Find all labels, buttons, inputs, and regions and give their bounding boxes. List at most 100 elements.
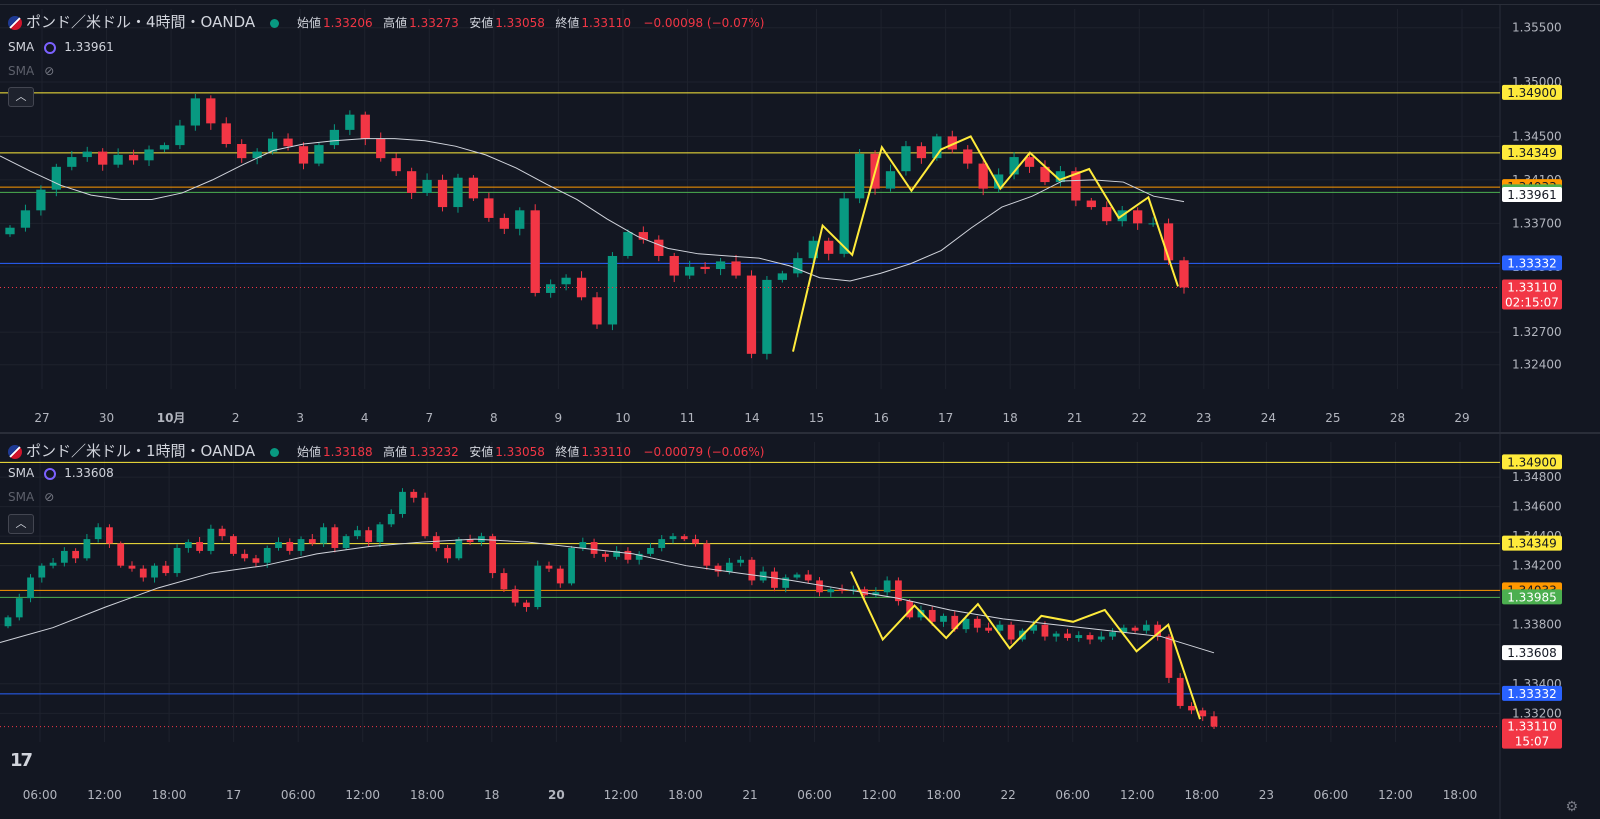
candle-body: [27, 577, 34, 599]
loading-icon: [44, 467, 57, 480]
candle-body: [237, 144, 247, 159]
candle-body: [218, 528, 226, 537]
candle-body: [1030, 624, 1038, 631]
candle-body: [230, 536, 237, 554]
candle-body: [410, 491, 418, 498]
symbol-title[interactable]: ポンド／米ドル・1時間・OANDA: [26, 442, 256, 460]
price-tag-label: 1.33332: [1507, 687, 1557, 701]
candle-body: [601, 553, 609, 557]
candle-body: [1041, 624, 1049, 637]
x-tick-label: 10月: [157, 411, 186, 425]
candle-body: [489, 536, 497, 574]
tradingview-logo[interactable]: 17: [10, 750, 33, 771]
candle-body: [932, 136, 942, 159]
chart-pane-1h[interactable]: 1.348001.346001.344001.342001.338001.334…: [0, 432, 1600, 819]
x-tick-label: 29: [1454, 411, 1469, 425]
low-label: 安値: [469, 16, 494, 30]
candle-body: [872, 592, 880, 596]
candle-body: [1071, 171, 1081, 201]
candle-body: [523, 602, 530, 608]
candle-body: [1188, 705, 1195, 711]
zigzag-line: [792, 135, 1179, 352]
candle-body: [1154, 624, 1162, 637]
candle-body: [1064, 633, 1071, 639]
candle-body: [579, 542, 587, 548]
chart-canvas-1h[interactable]: 1.348001.346001.344001.342001.338001.334…: [0, 434, 1600, 819]
high-label: 高値: [383, 445, 408, 459]
candle-body: [275, 542, 282, 548]
candle-body: [360, 114, 370, 139]
candle-body: [173, 547, 181, 574]
eye-hidden-icon[interactable]: ⊘: [44, 490, 55, 504]
candle-body: [1086, 635, 1094, 640]
collapse-legend-button[interactable]: ︿: [8, 87, 34, 107]
price-tag: [1502, 645, 1562, 661]
candle-body: [1040, 166, 1050, 183]
sma-hidden-row[interactable]: SMA ⊘: [8, 490, 54, 504]
sma-hidden-row[interactable]: SMA ⊘: [8, 64, 54, 78]
x-tick-label: 06:00: [1055, 788, 1090, 802]
candle-body: [151, 565, 158, 578]
candle-body: [731, 261, 741, 276]
candle-body: [839, 198, 849, 254]
eye-hidden-icon[interactable]: ⊘: [44, 64, 55, 78]
change-value: −0.00098 (−0.07%): [643, 16, 765, 30]
x-tick-label: 24: [1261, 411, 1276, 425]
candle-body: [545, 565, 553, 569]
candle-body: [771, 571, 778, 588]
change-value: −0.00079 (−0.06%): [643, 445, 765, 459]
candle-body: [824, 240, 834, 254]
symbol-title[interactable]: ポンド／米ドル・4時間・OANDA: [26, 13, 256, 31]
x-tick-label: 16: [873, 411, 888, 425]
candle-body: [973, 618, 981, 628]
candle-body: [159, 145, 170, 150]
chart-pane-4h[interactable]: 1.355001.350001.345001.341001.337001.333…: [0, 4, 1600, 432]
candle-body: [515, 210, 525, 229]
x-tick-label: 06:00: [23, 788, 58, 802]
x-tick-label: 30: [99, 411, 114, 425]
gear-icon[interactable]: ⚙: [1565, 799, 1578, 815]
candle-body: [827, 589, 835, 593]
candle-body: [947, 136, 957, 150]
x-tick-label: 06:00: [1314, 788, 1349, 802]
candle-body: [162, 565, 170, 574]
price-tag: [1502, 454, 1562, 470]
candle-body: [329, 129, 340, 146]
x-tick-label: 12:00: [604, 788, 639, 802]
candle-body: [1075, 635, 1083, 639]
market-status-icon: [269, 447, 279, 457]
x-tick-label: 21: [1067, 411, 1082, 425]
candle-body: [748, 559, 756, 581]
candle-body: [654, 239, 664, 256]
candle-body: [4, 617, 12, 627]
chart-canvas-4h[interactable]: 1.355001.350001.345001.341001.337001.333…: [0, 5, 1600, 432]
candle-body: [113, 154, 123, 165]
x-tick-label: 17: [226, 788, 241, 802]
candle-body: [530, 210, 540, 293]
candle-body: [82, 151, 92, 158]
candle-body: [590, 542, 598, 554]
sma-indicator-row[interactable]: SMA 1.33608: [8, 466, 114, 480]
close-value: 1.33110: [581, 445, 631, 459]
x-tick-label: 28: [1390, 411, 1405, 425]
candle-body: [895, 580, 902, 602]
candle-body: [207, 528, 215, 551]
candle-body: [854, 153, 865, 199]
candle-body: [777, 273, 788, 280]
x-tick-label: 10: [615, 411, 630, 425]
sma-value: 1.33608: [64, 466, 114, 480]
candle-body: [624, 550, 632, 560]
collapse-legend-button[interactable]: ︿: [8, 514, 34, 534]
candle-body: [117, 543, 125, 566]
candle-body: [623, 232, 633, 256]
candle-body: [1199, 710, 1207, 717]
sma-indicator-row[interactable]: SMA 1.33961: [8, 40, 114, 54]
candle-body: [669, 255, 679, 276]
candle-body: [985, 627, 992, 631]
candle-body: [635, 553, 643, 560]
y-tick-label: 1.32400: [1512, 358, 1562, 372]
chevron-up-icon: ︿: [15, 90, 27, 103]
candle-body: [1163, 223, 1174, 261]
x-tick-label: 3: [296, 411, 304, 425]
candle-body: [804, 574, 812, 581]
